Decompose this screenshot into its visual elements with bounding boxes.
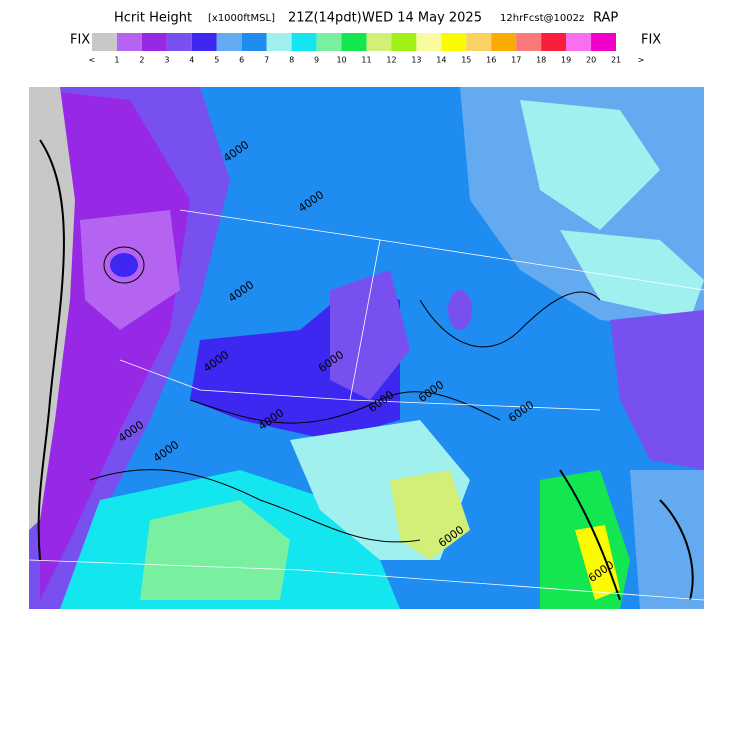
legend-tick-label: 5	[214, 56, 219, 65]
legend-tick-label: 12	[386, 56, 396, 65]
contour-line	[419, 291, 601, 348]
date: WED 14 May 2025	[362, 11, 482, 26]
legend-swatch	[316, 33, 342, 51]
legend-tick-label: 19	[561, 56, 571, 65]
legend-swatch	[216, 33, 242, 51]
region	[575, 525, 620, 600]
region	[520, 100, 660, 230]
legend-tick-label: 4	[189, 56, 194, 65]
model: RAP	[593, 11, 618, 26]
legend-swatch	[516, 33, 542, 51]
legend-swatch	[366, 33, 392, 51]
legend-swatch	[391, 33, 417, 51]
legend-swatch	[116, 33, 142, 51]
forecast: 12hrFcst@1002z	[500, 13, 584, 24]
legend-tick-label: 14	[436, 56, 446, 65]
boundary	[119, 359, 351, 401]
legend-swatch	[466, 33, 492, 51]
title: Hcrit Height [x1000ftMSL] 21Z(14pdt) WED…	[114, 11, 618, 26]
contour-line	[189, 391, 501, 424]
legend-swatch	[141, 33, 167, 51]
region	[330, 270, 410, 400]
legend-swatch	[266, 33, 292, 51]
legend-tick-label: 20	[586, 56, 596, 65]
legend-swatch	[416, 33, 442, 51]
legend-tick-label: 3	[164, 56, 169, 65]
legend-swatch	[441, 33, 467, 51]
legend-right-label: FIX	[641, 33, 661, 48]
region	[140, 500, 290, 600]
legend-tick-label: 21	[611, 56, 621, 65]
legend-tick-label: 10	[336, 56, 346, 65]
units: [x1000ftMSL]	[208, 13, 275, 24]
region	[560, 230, 704, 320]
valid-time: 21Z(14pdt)	[288, 11, 362, 26]
region	[630, 470, 704, 609]
legend-tick-label: 17	[511, 56, 521, 65]
boundaries	[29, 209, 704, 601]
legend-tick-label: 18	[536, 56, 546, 65]
legend-tick-label: 9	[314, 56, 319, 65]
region	[448, 290, 472, 330]
region	[390, 470, 470, 560]
legend-tick-label: 8	[289, 56, 294, 65]
title-text: Hcrit Height	[114, 11, 192, 26]
legend-tick-label: >	[638, 56, 645, 65]
legend-swatch	[491, 33, 517, 51]
legend: FIX FIX <1 2 3 4 5 6 7 8 9 10 11 12 13 14 15 16 17 18 19 20…	[70, 33, 661, 65]
legend-swatch	[166, 33, 192, 51]
legend-tick-label: 1	[114, 56, 119, 65]
legend-tick-label: 7	[264, 56, 269, 65]
legend-tick-label: 13	[411, 56, 421, 65]
region	[110, 253, 138, 277]
legend-tick-label: 15	[461, 56, 471, 65]
legend-tick-label: 2	[139, 56, 144, 65]
contour-line	[103, 246, 145, 284]
legend-swatch	[541, 33, 567, 51]
legend-tick-label: 16	[486, 56, 496, 65]
legend-swatch	[291, 33, 317, 51]
legend-swatch	[241, 33, 267, 51]
boundary	[29, 559, 704, 601]
contour-line	[659, 499, 694, 601]
legend-swatch	[591, 33, 616, 51]
legend-swatch	[341, 33, 367, 51]
legend-tick-label: <	[89, 56, 96, 65]
legend-left-label: FIX	[70, 33, 90, 48]
region	[610, 310, 704, 470]
legend-tick-label: 6	[239, 56, 244, 65]
contours	[37, 139, 694, 601]
contour-line	[37, 139, 65, 561]
land-mask	[29, 87, 75, 530]
legend-tick-label: 11	[361, 56, 371, 65]
legend-swatch	[191, 33, 217, 51]
contour-line	[559, 469, 621, 601]
legend-swatch	[566, 33, 592, 51]
contour-line	[89, 469, 421, 543]
legend-swatch	[92, 33, 117, 51]
